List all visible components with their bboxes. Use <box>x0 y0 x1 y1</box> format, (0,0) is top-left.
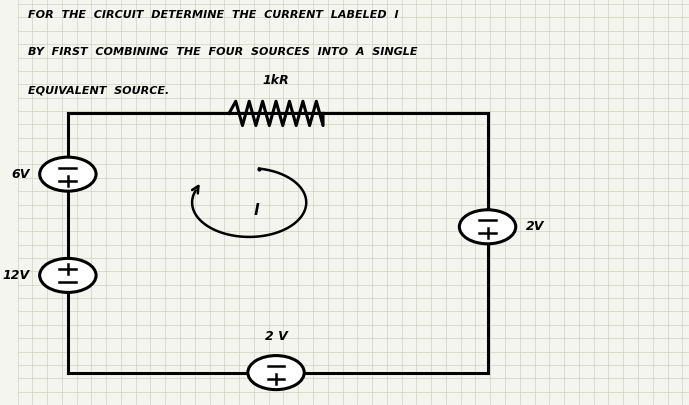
Text: BY  FIRST  COMBINING  THE  FOUR  SOURCES  INTO  A  SINGLE: BY FIRST COMBINING THE FOUR SOURCES INTO… <box>28 47 417 57</box>
Circle shape <box>248 356 305 390</box>
Text: 2 V: 2 V <box>265 330 287 343</box>
Circle shape <box>40 157 96 191</box>
Text: 6V: 6V <box>11 168 30 181</box>
Text: 2V: 2V <box>526 220 544 233</box>
Text: l: l <box>254 203 258 218</box>
Text: 12V: 12V <box>3 269 30 282</box>
Text: FOR  THE  CIRCUIT  DETERMINE  THE  CURRENT  LABELED  l: FOR THE CIRCUIT DETERMINE THE CURRENT LA… <box>28 10 398 20</box>
Circle shape <box>40 258 96 292</box>
Text: 1kR: 1kR <box>263 74 289 87</box>
Circle shape <box>460 210 516 244</box>
Text: EQUIVALENT  SOURCE.: EQUIVALENT SOURCE. <box>28 85 169 95</box>
